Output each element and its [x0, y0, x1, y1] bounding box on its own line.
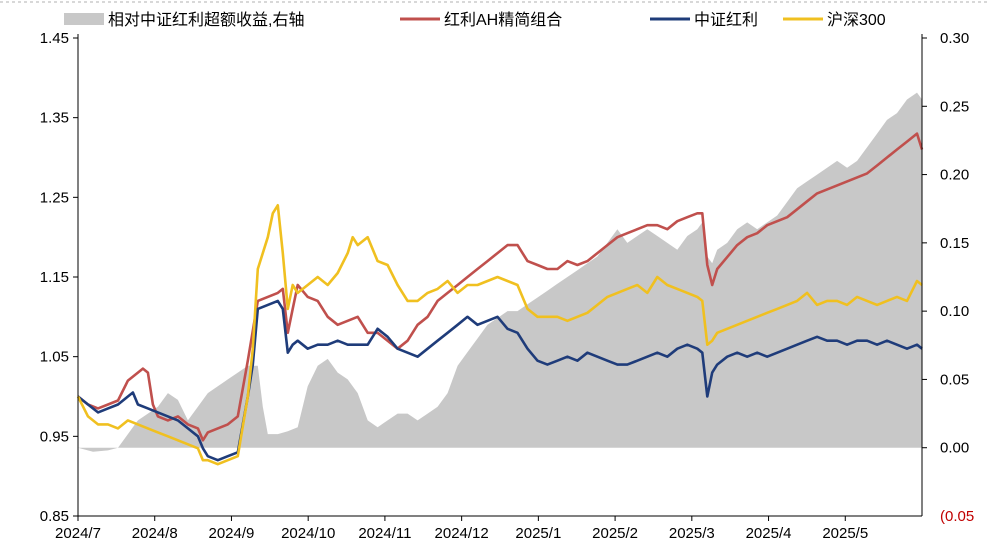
y-right-tick-label: 0.00 — [940, 440, 969, 457]
y-right-tick-label: 0.05 — [940, 371, 969, 388]
y-right-tick-label: 0.20 — [940, 167, 969, 184]
label-layer: 0.85 0.95 1.05 1.15 1.25 1.35 1.45 0.00 0.05 0.10… — [40, 30, 974, 542]
series-area-0 — [78, 92, 922, 452]
y-right-tick-label: 0.15 — [940, 235, 969, 252]
x-tick-label: 2025/4 — [746, 525, 792, 542]
y-left-tick-label: 1.15 — [40, 269, 69, 286]
x-tick-label: 2024/9 — [209, 525, 255, 542]
x-tick-label: 2025/5 — [822, 525, 868, 542]
area-layer — [78, 92, 922, 452]
y-left-tick-label: 1.35 — [40, 110, 69, 127]
x-tick-label: 2025/1 — [515, 525, 561, 542]
x-tick-label: 2025/3 — [669, 525, 715, 542]
series-line-1 — [77, 132, 924, 442]
x-tick-label: 2024/7 — [55, 525, 101, 542]
y-right-tick-label: 0.10 — [940, 303, 969, 320]
legend-label: 中证红利 — [694, 11, 758, 29]
x-tick-label: 2024/8 — [132, 525, 178, 542]
legend-label: 沪深300 — [827, 11, 886, 29]
y-left-tick-label: 0.95 — [40, 428, 69, 445]
x-tick-label: 2025/2 — [592, 525, 638, 542]
y-right-tick-label: 0.25 — [940, 98, 969, 115]
series-line-2 — [77, 299, 923, 462]
line-layer — [76, 132, 924, 466]
y-left-tick-label: 1.45 — [40, 30, 69, 47]
legend-label: 相对中证红利超额收益,右轴 — [108, 11, 304, 29]
series-line-3 — [76, 204, 923, 466]
legend-swatch-area — [64, 13, 104, 25]
x-tick-label: 2024/10 — [281, 525, 335, 542]
y-left-tick-label: 0.85 — [40, 508, 69, 525]
x-tick-label: 2024/11 — [358, 525, 411, 542]
legend: 相对中证红利超额收益,右轴 红利AH精简组合 中证红利 沪深300 — [64, 11, 886, 29]
y-left-tick-label: 1.25 — [40, 189, 69, 206]
y-right-tick-label: 0.30 — [940, 30, 969, 47]
x-tick-label: 2024/12 — [435, 525, 489, 542]
axis-layer — [73, 34, 927, 521]
legend-label: 红利AH精简组合 — [444, 11, 562, 29]
y-left-tick-label: 1.05 — [40, 349, 69, 366]
y-right-neg-tick-label: (0.05 — [940, 508, 974, 525]
